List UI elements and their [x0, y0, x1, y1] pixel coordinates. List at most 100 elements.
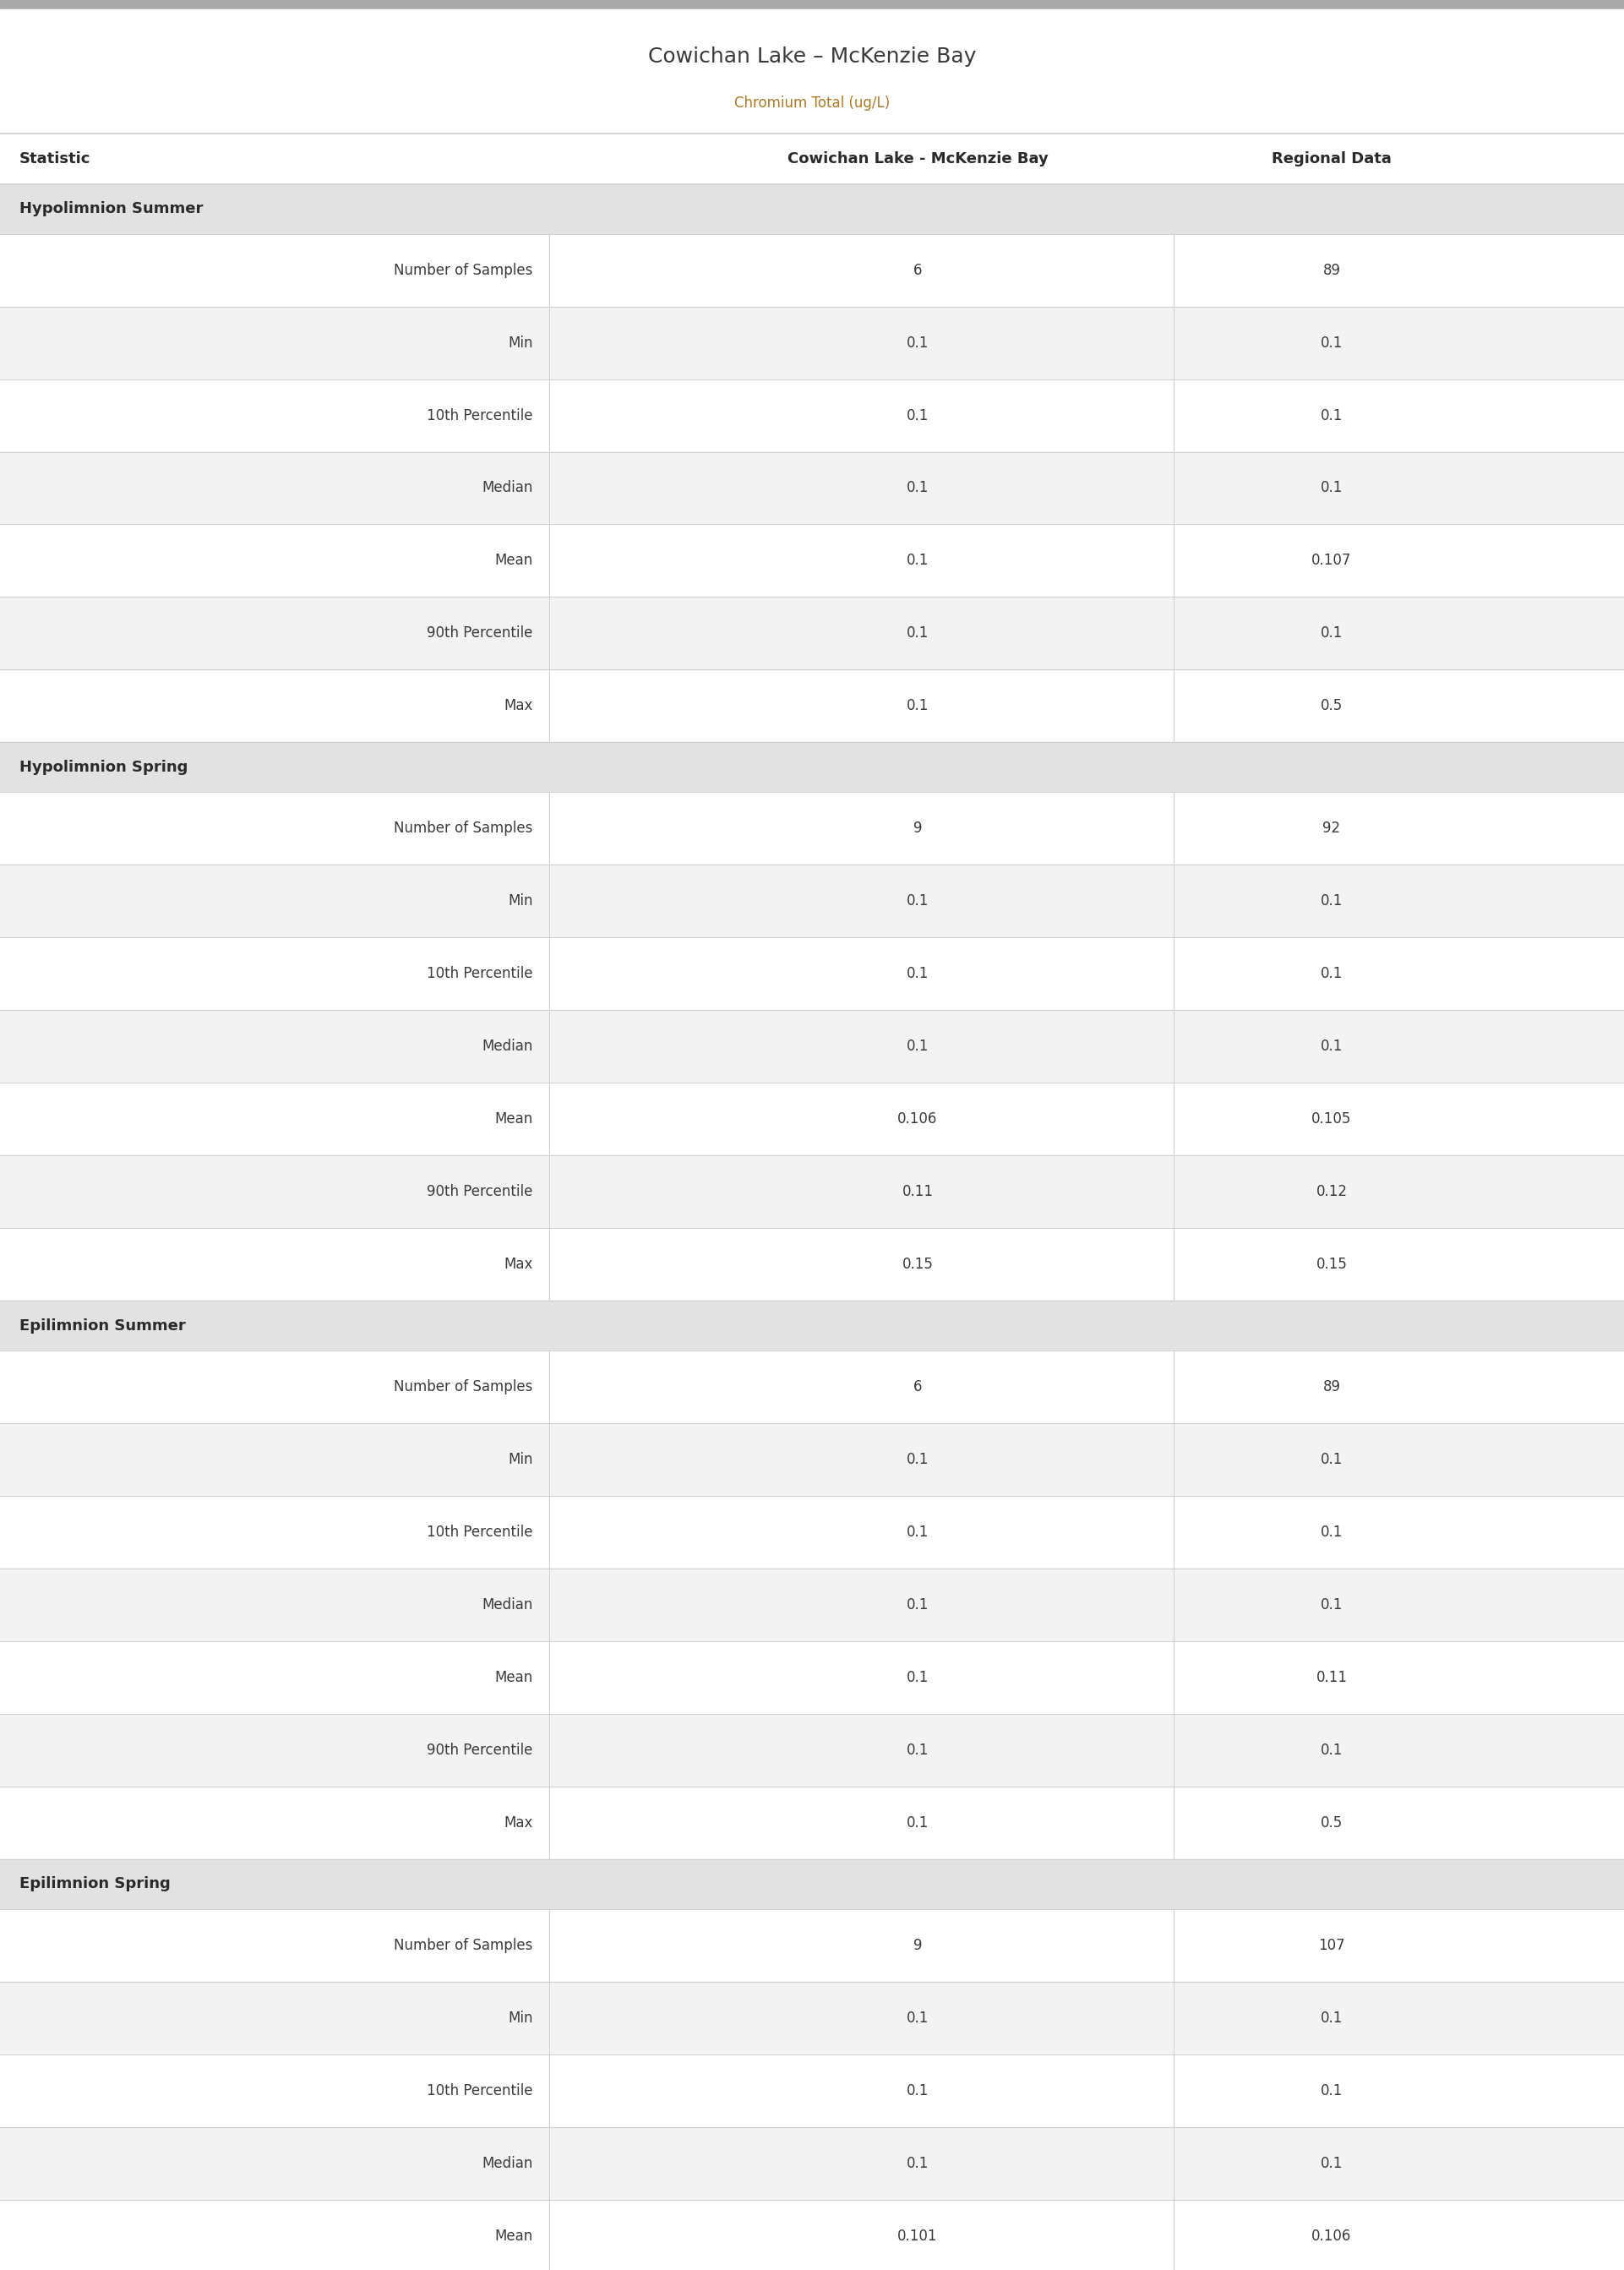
Bar [0, 379, 1624, 452]
Text: 0.1: 0.1 [906, 336, 929, 350]
Text: 0.1: 0.1 [906, 2156, 929, 2170]
Text: 9: 9 [913, 1939, 922, 1952]
Bar [0, 1423, 1624, 1496]
Text: 0.11: 0.11 [1315, 1671, 1348, 1684]
Text: 0.1: 0.1 [906, 2084, 929, 2097]
Text: Number of Samples: Number of Samples [393, 822, 533, 835]
Bar [0, 452, 1624, 524]
Text: Cowichan Lake - McKenzie Bay: Cowichan Lake - McKenzie Bay [788, 152, 1047, 166]
Bar [0, 1569, 1624, 1641]
Text: Max: Max [503, 1816, 533, 1830]
Text: 0.1: 0.1 [906, 1816, 929, 1830]
Text: 90th Percentile: 90th Percentile [427, 1185, 533, 1199]
Text: 0.1: 0.1 [1320, 2011, 1343, 2025]
Text: 0.1: 0.1 [1320, 336, 1343, 350]
Text: 0.1: 0.1 [1320, 2156, 1343, 2170]
Text: 0.1: 0.1 [906, 894, 929, 908]
Text: Mean: Mean [494, 1112, 533, 1126]
Text: 89: 89 [1324, 263, 1340, 277]
Text: 0.1: 0.1 [906, 2011, 929, 2025]
Text: Max: Max [503, 699, 533, 713]
Text: Min: Min [508, 336, 533, 350]
Text: Min: Min [508, 1453, 533, 1466]
Text: 90th Percentile: 90th Percentile [427, 1743, 533, 1757]
Text: Median: Median [482, 1598, 533, 1612]
Text: 0.1: 0.1 [906, 481, 929, 495]
Bar [0, 1228, 1624, 1301]
Text: Regional Data: Regional Data [1272, 152, 1392, 166]
Text: Median: Median [482, 1040, 533, 1053]
Text: 0.105: 0.105 [1312, 1112, 1351, 1126]
Bar [0, 1786, 1624, 1859]
Text: 0.1: 0.1 [1320, 894, 1343, 908]
Bar [0, 184, 1624, 234]
Bar [0, 865, 1624, 938]
Text: 0.1: 0.1 [906, 1743, 929, 1757]
Bar [0, 1301, 1624, 1351]
Text: Number of Samples: Number of Samples [393, 1380, 533, 1394]
Text: 0.1: 0.1 [1320, 2084, 1343, 2097]
Text: Mean: Mean [494, 554, 533, 568]
Bar [0, 2127, 1624, 2200]
Text: 9: 9 [913, 822, 922, 835]
Bar [0, 2200, 1624, 2270]
Text: 10th Percentile: 10th Percentile [427, 409, 533, 422]
Bar [0, 306, 1624, 379]
Bar [0, 670, 1624, 742]
Text: 0.1: 0.1 [906, 1040, 929, 1053]
Bar [0, 1010, 1624, 1083]
Text: 0.1: 0.1 [906, 1598, 929, 1612]
Bar [0, 1982, 1624, 2054]
Text: Number of Samples: Number of Samples [393, 263, 533, 277]
Text: Median: Median [482, 2156, 533, 2170]
Text: 10th Percentile: 10th Percentile [427, 1525, 533, 1539]
Text: 0.1: 0.1 [906, 409, 929, 422]
Text: Hypolimnion Summer: Hypolimnion Summer [19, 202, 203, 216]
Text: 0.1: 0.1 [1320, 1525, 1343, 1539]
Text: 92: 92 [1324, 822, 1340, 835]
Text: 90th Percentile: 90th Percentile [427, 627, 533, 640]
Text: 0.5: 0.5 [1320, 1816, 1343, 1830]
Text: 0.11: 0.11 [901, 1185, 934, 1199]
Text: 0.1: 0.1 [1320, 1598, 1343, 1612]
Bar [0, 1083, 1624, 1155]
Text: 0.5: 0.5 [1320, 699, 1343, 713]
Text: 10th Percentile: 10th Percentile [427, 2084, 533, 2097]
Bar [0, 792, 1624, 865]
Text: Epilimnion Spring: Epilimnion Spring [19, 1877, 171, 1891]
Text: 6: 6 [913, 263, 922, 277]
Bar [0, 234, 1624, 306]
Text: Median: Median [482, 481, 533, 495]
Text: Min: Min [508, 894, 533, 908]
Text: Chromium Total (ug/L): Chromium Total (ug/L) [734, 95, 890, 111]
Text: 0.1: 0.1 [906, 1671, 929, 1684]
Text: 10th Percentile: 10th Percentile [427, 967, 533, 981]
Text: Number of Samples: Number of Samples [393, 1939, 533, 1952]
Bar [0, 524, 1624, 597]
Text: 0.12: 0.12 [1315, 1185, 1348, 1199]
Bar [0, 1641, 1624, 1714]
Text: 6: 6 [913, 1380, 922, 1394]
Text: 0.1: 0.1 [906, 627, 929, 640]
Text: 0.1: 0.1 [1320, 481, 1343, 495]
Bar [0, 1909, 1624, 1982]
Text: 0.1: 0.1 [1320, 1743, 1343, 1757]
Bar [0, 0, 1624, 9]
Text: 0.1: 0.1 [1320, 1040, 1343, 1053]
Text: Mean: Mean [494, 2229, 533, 2243]
Text: Max: Max [503, 1258, 533, 1271]
Text: 0.1: 0.1 [1320, 627, 1343, 640]
Bar [0, 9, 1624, 134]
Bar [0, 2054, 1624, 2127]
Text: 0.1: 0.1 [1320, 1453, 1343, 1466]
Text: Epilimnion Summer: Epilimnion Summer [19, 1319, 185, 1332]
Text: 0.106: 0.106 [898, 1112, 937, 1126]
Text: 0.1: 0.1 [906, 699, 929, 713]
Bar [0, 597, 1624, 670]
Text: 0.15: 0.15 [901, 1258, 934, 1271]
Text: Min: Min [508, 2011, 533, 2025]
Bar [0, 938, 1624, 1010]
Bar [0, 1351, 1624, 1423]
Bar [0, 134, 1624, 184]
Text: 0.106: 0.106 [1312, 2229, 1351, 2243]
